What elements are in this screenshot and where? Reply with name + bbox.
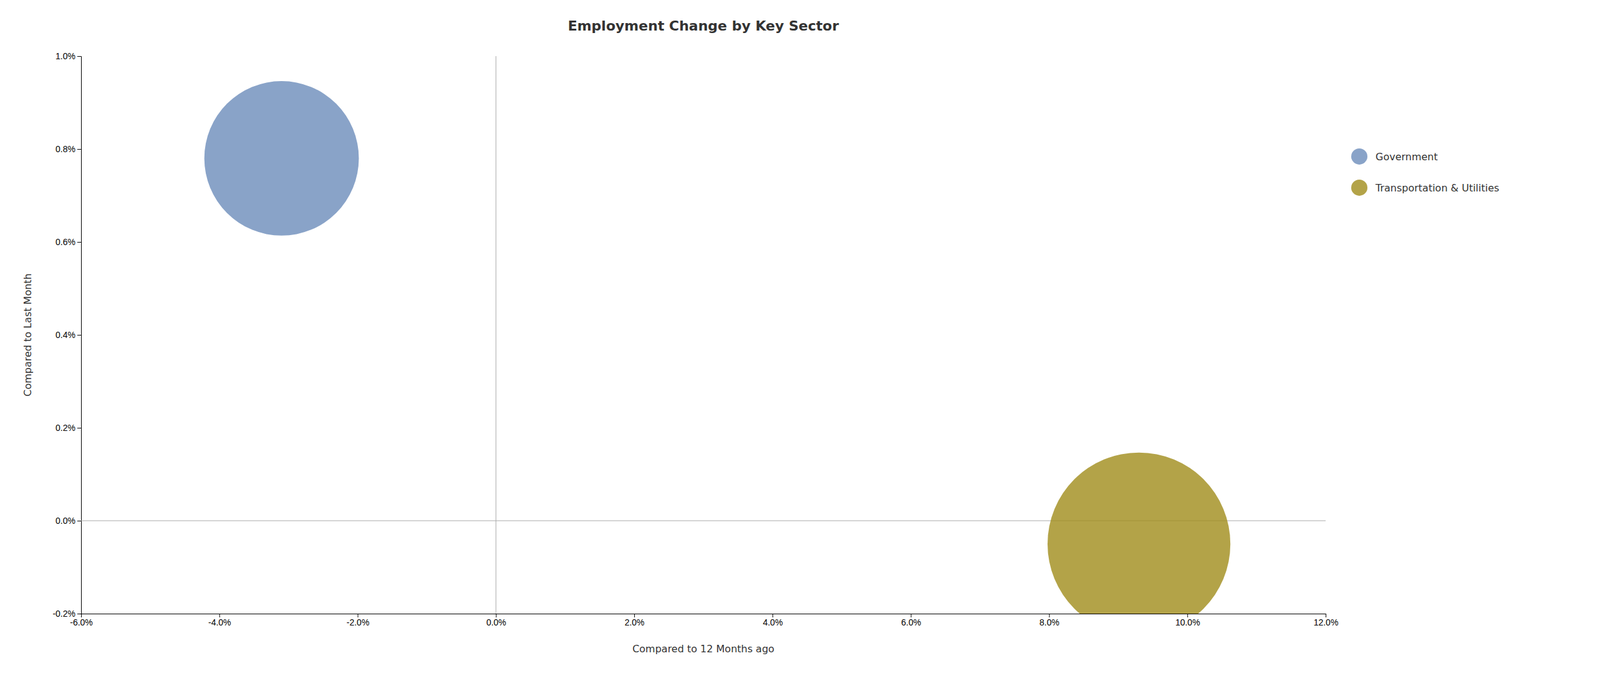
tick: -4.0% — [208, 613, 232, 628]
tick-label: 4.0% — [762, 617, 783, 628]
legend-swatch — [1351, 179, 1368, 196]
tick: 0.6% — [55, 236, 82, 247]
tick: 6.0% — [901, 613, 921, 628]
zero-line — [495, 56, 497, 614]
tick-mark — [77, 334, 82, 336]
tick-label: 10.0% — [1175, 617, 1201, 628]
tick-label: 0.0% — [486, 617, 507, 628]
tick: 0.2% — [55, 422, 82, 433]
tick-label: 0.6% — [55, 236, 76, 247]
tick-label: 8.0% — [1039, 617, 1060, 628]
tick-mark — [77, 520, 82, 522]
tick: 8.0% — [1039, 613, 1060, 628]
legend-item: Transportation & Utilities — [1351, 179, 1499, 196]
axis-line — [81, 614, 1327, 618]
tick-mark — [77, 427, 82, 429]
tick-mark — [77, 241, 82, 243]
legend-label: Transportation & Utilities — [1374, 182, 1499, 194]
title: Employment Change by Key Sector — [568, 18, 840, 34]
background — [0, 0, 1600, 676]
y-axis: -0.2% 0.0% 0.2% 0.4% 0.6% 0.8% 1.0% — [52, 51, 82, 619]
chart: -6.0% -4.0% -2.0% 0.0% 2.0% 4.0% 6.0% 8.0% 10.0%… — [0, 0, 1600, 676]
tick: -2.0% — [346, 613, 370, 628]
tick-label: -2.0% — [346, 617, 370, 628]
tick-label: 1.0% — [55, 51, 76, 62]
marks — [81, 56, 1326, 614]
legend-label: Government — [1375, 150, 1438, 163]
tick-mark — [77, 149, 82, 150]
tick: 12.0% — [1313, 613, 1339, 628]
tick-mark — [77, 613, 82, 615]
bubble — [1047, 452, 1231, 614]
legend-swatch — [1351, 148, 1368, 165]
bubble — [204, 81, 360, 236]
y-axis-title: Compared to Last Month — [21, 273, 34, 397]
tick: 0.0% — [486, 613, 507, 628]
tick: 4.0% — [762, 613, 783, 628]
tick-mark — [77, 56, 82, 57]
tick: 0.4% — [55, 329, 82, 340]
tick: 0.0% — [55, 515, 82, 526]
tick: 2.0% — [624, 613, 645, 628]
tick-label: 0.4% — [55, 329, 76, 340]
legend: Government Transportation & Utilities — [1351, 148, 1499, 196]
tick: 0.8% — [55, 144, 82, 155]
tick-label: -6.0% — [69, 617, 93, 628]
tick-label: -4.0% — [208, 617, 232, 628]
tick: 1.0% — [55, 51, 82, 62]
tick-label: 0.8% — [55, 144, 76, 155]
tick-label: 0.2% — [55, 422, 76, 433]
tick-label: -0.2% — [52, 608, 76, 619]
tick-label: 12.0% — [1313, 617, 1339, 628]
tick-label: 6.0% — [901, 617, 921, 628]
axis-line — [77, 56, 82, 615]
x-axis-title: Compared to 12 Months ago — [632, 642, 775, 655]
tick-label: 0.0% — [55, 515, 76, 526]
tick: -0.2% — [52, 608, 82, 619]
x-axis: -6.0% -4.0% -2.0% 0.0% 2.0% 4.0% 6.0% 8.0% 10.0%… — [69, 613, 1339, 628]
tick-label: 2.0% — [624, 617, 645, 628]
legend-item: Government — [1351, 148, 1438, 165]
tick: 10.0% — [1175, 613, 1201, 628]
plot-area: -6.0% -4.0% -2.0% 0.0% 2.0% 4.0% 6.0% 8.0% 10.0%… — [52, 51, 1339, 636]
